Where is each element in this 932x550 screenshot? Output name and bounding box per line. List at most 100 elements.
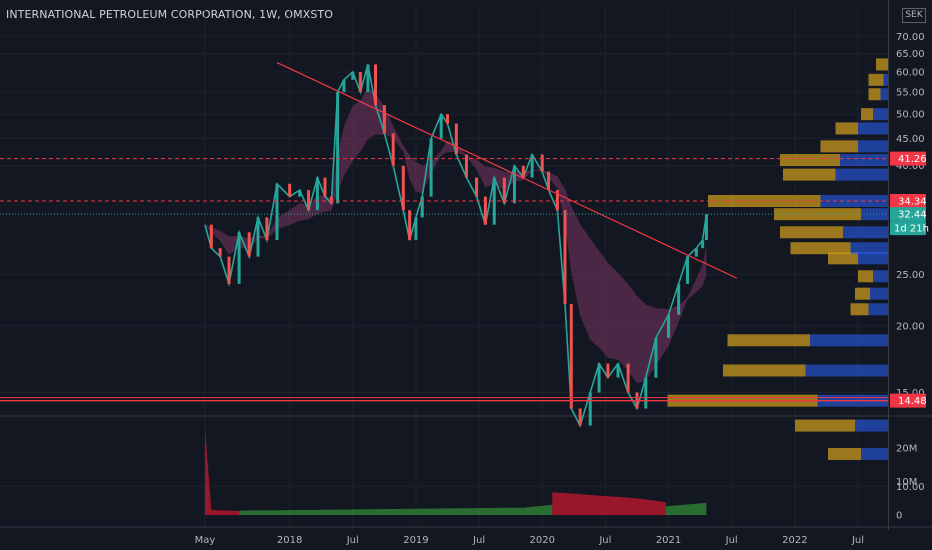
price-candle <box>265 217 269 241</box>
volume-profile-bar-gold <box>828 252 858 265</box>
price-candle <box>677 283 681 315</box>
volume-profile-bar-blue <box>873 108 888 121</box>
price-candle <box>483 196 487 225</box>
volume-profile-bar-gold <box>727 334 810 347</box>
volume-profile-bar-gold <box>828 447 861 460</box>
price-candle <box>654 337 658 378</box>
volume-profile-bar-blue <box>868 303 888 316</box>
price-candle <box>569 303 573 409</box>
volume-profile-bar-gold <box>795 419 855 432</box>
volume-profile-bar-blue <box>810 334 888 347</box>
price-candle <box>358 72 362 93</box>
price-tag-34.34 <box>890 194 926 209</box>
price-tick-label: 70.00 <box>896 32 925 43</box>
price-candle <box>408 210 412 241</box>
price-tick-label: 60.00 <box>896 68 925 79</box>
price-candle <box>644 377 648 409</box>
price-tick-label: 20.00 <box>896 322 925 333</box>
price-candle <box>351 72 355 80</box>
price-candle <box>336 92 340 204</box>
price-candle <box>597 363 601 393</box>
volume-profile-bar-blue <box>883 73 888 86</box>
volume-profile-bar-gold <box>868 73 884 86</box>
price-candle <box>578 408 582 426</box>
time-tick-label: 2019 <box>403 535 428 546</box>
price-candle <box>704 214 708 241</box>
volume-tick-label: 0 <box>896 511 902 522</box>
price-candle <box>475 177 479 197</box>
volume-profile-bar-blue <box>850 242 888 255</box>
price-tick-label: 25.00 <box>896 270 925 281</box>
volume-area <box>523 504 553 515</box>
trendline <box>276 62 738 279</box>
volume-profile-bar-gold <box>858 270 873 283</box>
price-tick-label: 40.00 <box>896 161 925 172</box>
volume-profile-bar-blue <box>805 364 888 377</box>
price-tick-label: 65.00 <box>896 49 925 60</box>
time-tick-label: Jul <box>346 535 359 546</box>
volume-profile-bar-blue <box>840 154 888 167</box>
countdown-label: 1d 21h <box>894 224 929 235</box>
price-tick-label: 15.00 <box>896 388 925 399</box>
price-candle <box>588 392 592 426</box>
price-candle <box>247 232 251 257</box>
time-tick-label: Jul <box>851 535 864 546</box>
volume-area <box>552 492 637 515</box>
volume-tick-label: 10M <box>896 477 917 488</box>
price-candle <box>401 165 405 211</box>
price-candle <box>616 363 620 378</box>
price-tag-label: 32.44 <box>898 210 927 221</box>
volume-profile-bar-gold <box>820 140 858 153</box>
price-candle <box>414 217 418 241</box>
price-tick-label: 10.00 <box>896 482 925 493</box>
price-candle <box>374 64 378 106</box>
price-candle <box>563 210 567 304</box>
volume-profile-bar-blue <box>861 208 888 221</box>
ema-ribbon <box>205 87 707 384</box>
price-candle <box>307 190 311 211</box>
time-tick-label: 2018 <box>277 535 302 546</box>
price-candle <box>555 190 559 211</box>
volume-profile-bar-blue <box>858 122 888 135</box>
time-tick-label: 2022 <box>782 535 807 546</box>
volume-profile-bar-gold <box>790 242 851 255</box>
volume-profile-bar-blue <box>858 140 888 153</box>
price-candle <box>209 224 213 249</box>
volume-profile-bar-blue <box>861 447 888 460</box>
price-candle <box>256 217 260 257</box>
price-candle <box>464 154 468 178</box>
volume-profile-bar-gold <box>774 208 861 221</box>
price-tag-32.44 <box>890 207 926 222</box>
volume-profile-bar-gold <box>783 168 836 181</box>
time-tick-label: Jul <box>725 535 738 546</box>
price-tag-label: 41.26 <box>898 154 927 165</box>
price-candle <box>315 177 319 211</box>
volume-area <box>666 502 707 515</box>
chart-title: INTERNATIONAL PETROLEUM CORPORATION, 1W,… <box>6 8 334 21</box>
price-candle <box>420 196 424 218</box>
time-tick-label: 2021 <box>656 535 681 546</box>
price-candle <box>439 114 443 139</box>
price-tick-label: 45.00 <box>896 134 925 145</box>
price-tick-label: 50.00 <box>896 110 925 121</box>
price-candle <box>685 256 689 284</box>
price-tag-label: 14.48 <box>898 396 927 407</box>
volume-profile-bar-blue <box>835 168 888 181</box>
price-candle <box>275 183 279 241</box>
volume-profile-bar-blue <box>870 287 888 300</box>
volume-profile-bar-gold <box>723 364 806 377</box>
price-candle <box>366 64 370 93</box>
currency-badge[interactable]: SEK <box>902 8 926 23</box>
price-tick-label: 55.00 <box>896 88 925 99</box>
price-candle <box>454 123 458 155</box>
price-candle <box>530 154 534 178</box>
volume-profile-bar-gold <box>835 122 858 135</box>
price-candle <box>540 154 544 172</box>
price-tag-41.26 <box>890 151 926 166</box>
price-candle <box>288 183 292 197</box>
volume-profile-bar-blue <box>880 88 888 101</box>
time-tick-label: Jul <box>472 535 485 546</box>
volume-profile-bar-gold <box>850 303 869 316</box>
